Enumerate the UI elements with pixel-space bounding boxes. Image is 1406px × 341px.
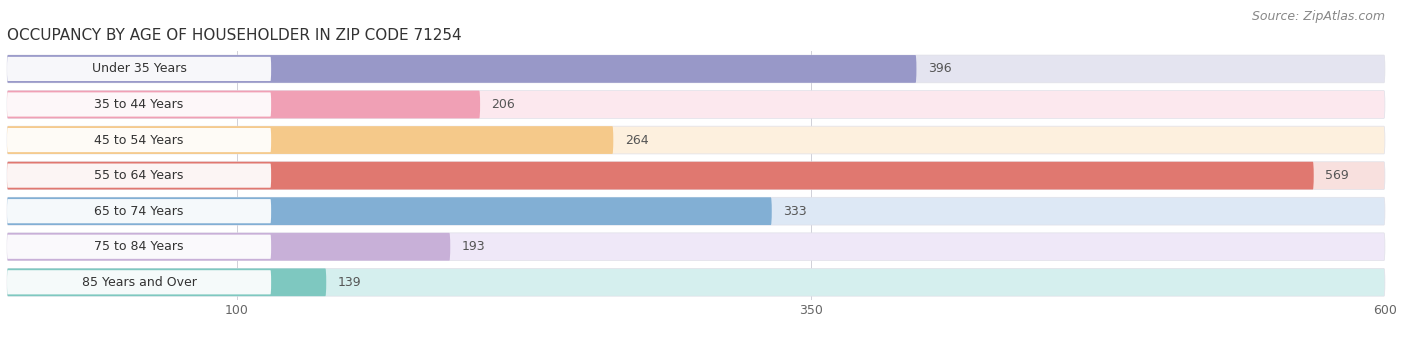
FancyBboxPatch shape: [7, 91, 479, 118]
FancyBboxPatch shape: [7, 57, 271, 81]
FancyBboxPatch shape: [7, 92, 271, 117]
FancyBboxPatch shape: [7, 268, 326, 296]
FancyBboxPatch shape: [7, 128, 271, 152]
Text: 35 to 44 Years: 35 to 44 Years: [94, 98, 184, 111]
FancyBboxPatch shape: [7, 197, 772, 225]
Text: 396: 396: [928, 62, 952, 75]
FancyBboxPatch shape: [7, 126, 613, 154]
Text: OCCUPANCY BY AGE OF HOUSEHOLDER IN ZIP CODE 71254: OCCUPANCY BY AGE OF HOUSEHOLDER IN ZIP C…: [7, 28, 461, 43]
FancyBboxPatch shape: [7, 91, 1385, 118]
FancyBboxPatch shape: [7, 270, 271, 294]
FancyBboxPatch shape: [7, 199, 271, 223]
FancyBboxPatch shape: [7, 164, 271, 188]
Text: 45 to 54 Years: 45 to 54 Years: [94, 134, 184, 147]
FancyBboxPatch shape: [7, 233, 450, 261]
FancyBboxPatch shape: [7, 268, 1385, 296]
FancyBboxPatch shape: [7, 162, 1313, 190]
FancyBboxPatch shape: [7, 55, 1385, 83]
Text: 206: 206: [492, 98, 516, 111]
Text: 193: 193: [461, 240, 485, 253]
Text: 85 Years and Over: 85 Years and Over: [82, 276, 197, 289]
Text: 264: 264: [624, 134, 648, 147]
Text: 333: 333: [783, 205, 807, 218]
FancyBboxPatch shape: [7, 162, 1385, 190]
Text: 569: 569: [1326, 169, 1348, 182]
Text: Source: ZipAtlas.com: Source: ZipAtlas.com: [1251, 10, 1385, 23]
FancyBboxPatch shape: [7, 55, 917, 83]
FancyBboxPatch shape: [7, 233, 1385, 261]
Text: 55 to 64 Years: 55 to 64 Years: [94, 169, 184, 182]
Text: 139: 139: [337, 276, 361, 289]
Text: 65 to 74 Years: 65 to 74 Years: [94, 205, 184, 218]
Text: Under 35 Years: Under 35 Years: [91, 62, 187, 75]
FancyBboxPatch shape: [7, 197, 1385, 225]
FancyBboxPatch shape: [7, 235, 271, 259]
Text: 75 to 84 Years: 75 to 84 Years: [94, 240, 184, 253]
FancyBboxPatch shape: [7, 126, 1385, 154]
